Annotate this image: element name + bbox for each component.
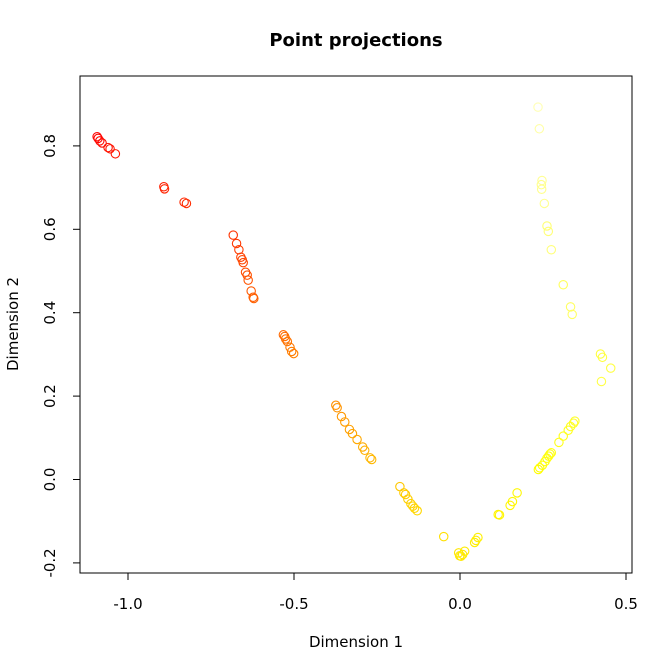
data-point: [567, 309, 577, 320]
data-point: [543, 451, 554, 461]
data-point: [179, 197, 189, 207]
data-point: [282, 336, 293, 347]
data-point: [412, 506, 422, 516]
data-point: [286, 346, 297, 357]
data-point: [243, 275, 253, 285]
data-point: [558, 280, 569, 290]
data-point: [512, 488, 522, 498]
data-point: [105, 144, 115, 154]
y-tick-label: 0.0: [41, 468, 59, 492]
chart-title: Point projections: [269, 30, 442, 51]
data-point: [347, 428, 358, 439]
y-tick-label: -0.2: [41, 548, 59, 577]
data-point: [570, 416, 580, 426]
y-tick-label: 0.4: [41, 301, 59, 325]
data-point: [249, 293, 259, 304]
data-point: [469, 537, 480, 548]
data-point: [399, 488, 409, 498]
x-tick-label: -1.0: [113, 595, 142, 613]
data-point: [558, 431, 569, 441]
data-point: [366, 454, 377, 465]
data-point: [332, 403, 342, 413]
data-point: [228, 230, 238, 240]
x-tick-label: 0.0: [448, 595, 472, 613]
data-point: [409, 503, 420, 514]
data-point: [288, 348, 299, 359]
data-point: [365, 453, 375, 463]
data-point: [159, 184, 170, 194]
scatter-points: [92, 102, 616, 561]
data-point: [231, 238, 242, 249]
data-point: [395, 481, 405, 492]
data-point: [359, 445, 370, 456]
data-point: [110, 149, 121, 159]
data-point: [236, 252, 246, 262]
data-point: [565, 302, 576, 312]
data-point: [545, 449, 555, 459]
data-point: [537, 175, 547, 186]
data-point: [400, 489, 411, 500]
data-point: [546, 448, 557, 458]
data-point: [534, 463, 545, 473]
y-axis-label: Dimension 2: [4, 277, 22, 371]
data-point: [336, 411, 347, 422]
y-tick-label: 0.8: [41, 134, 59, 158]
data-point: [181, 198, 192, 209]
data-point: [103, 142, 113, 153]
data-point: [534, 124, 545, 134]
data-point: [543, 226, 554, 237]
data-point: [597, 352, 608, 363]
data-point: [242, 270, 252, 280]
y-axis: -0.2 0.0 0.2 0.4 0.6 0.8: [41, 134, 81, 578]
data-point: [536, 179, 547, 190]
plot-frame: [79, 75, 633, 574]
data-point: [539, 198, 550, 209]
data-point: [605, 363, 616, 373]
data-point: [471, 535, 481, 546]
x-axis-label: Dimension 1: [309, 633, 403, 651]
data-point: [596, 376, 607, 387]
data-point: [97, 138, 107, 148]
data-point: [459, 546, 470, 556]
data-point: [340, 417, 350, 427]
data-point: [331, 400, 341, 411]
data-point: [533, 102, 543, 112]
data-point: [568, 418, 579, 428]
data-point: [280, 334, 291, 344]
data-point: [438, 531, 449, 542]
data-point: [238, 257, 248, 268]
data-point: [95, 136, 105, 146]
data-point: [473, 532, 483, 543]
data-point: [542, 221, 552, 231]
x-tick-label: 0.5: [614, 595, 638, 613]
data-point: [546, 244, 557, 255]
data-point: [494, 510, 505, 520]
x-axis: -1.0 -0.5 0.0 0.5: [113, 572, 638, 613]
x-tick-label: -0.5: [279, 595, 308, 613]
data-point: [352, 434, 362, 445]
data-point: [554, 437, 564, 448]
y-tick-label: 0.6: [41, 217, 59, 241]
data-point: [507, 496, 518, 507]
y-tick-label: 0.2: [41, 384, 59, 408]
